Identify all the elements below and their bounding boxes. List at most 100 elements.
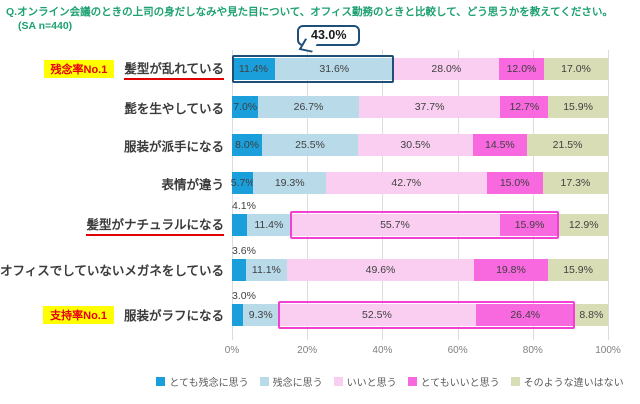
bar-segment (232, 213, 248, 236)
rank-badge-regret: 残念率No.1 (43, 60, 115, 78)
stacked-bar: 5.7% 19.3% 42.7% 15.0% 17.3% (230, 172, 608, 194)
segment-value-label: 5.7% (230, 177, 255, 189)
legend-label: いいと思う (346, 378, 397, 389)
bar-segment: 17.3% (542, 172, 608, 194)
chart-row-flashy-clothes: 服装が派手になる 8.0% 25.5% 30.5% 14.5% 21.5% (0, 126, 640, 164)
bar-segment: 25.5% (262, 134, 358, 156)
bar-segment: 15.9% (548, 258, 608, 281)
segment-value-label: 26.4% (510, 308, 541, 321)
segment-value-label: 8.8% (579, 308, 604, 321)
category-label: 表情が違う (161, 177, 224, 192)
legend-item: そのような違いはない (510, 374, 624, 389)
bar-segment: 15.9% (499, 213, 560, 236)
bar-segment: 12.0% (498, 58, 545, 80)
bar-segment: 11.1% (245, 258, 288, 281)
x-tick-80: 80% (522, 345, 543, 356)
stacked-bar: 8.0% 25.5% 30.5% 14.5% 21.5% (232, 134, 608, 156)
bar-segment (232, 258, 246, 281)
bar-segment: 30.5% (357, 134, 473, 156)
legend-label: そのような違いはない (523, 378, 624, 389)
x-tick-0: 0% (224, 345, 240, 356)
stacked-bar: 11.4% 55.7% 15.9% 12.9% (232, 210, 608, 239)
legend-swatch-icon (259, 377, 269, 386)
rank-badge-support: 支持率No.1 (43, 305, 114, 324)
segment-value-label: 30.5% (400, 139, 431, 151)
gridline-80 (532, 50, 534, 340)
legend-swatch-icon (407, 377, 417, 386)
row-label-cell: 残念率No.1 髪型が乱れている (0, 58, 232, 80)
bar-segment: 52.5% (278, 303, 476, 326)
plot-gridlines (232, 50, 609, 340)
bar-cell: 4.1% 11.4% 55.7% 15.9% 12.9% (232, 200, 608, 239)
legend-item: 残念に思う (259, 374, 323, 389)
category-label: 髪型がナチュラルになる (86, 214, 224, 236)
bar-segment: 5.7% (230, 172, 255, 194)
category-label: 髭を生やしている (124, 101, 224, 116)
bar-segment: 15.0% (486, 172, 543, 194)
outside-value-label: 4.1% (232, 199, 256, 212)
segment-value-label: 42.7% (391, 177, 422, 189)
legend-item: とても残念に思う (156, 374, 249, 389)
question-title: Q.オンライン会議のときの上司の身だしなみや見た目について、オフィス勤務のときと… (6, 6, 613, 18)
gridline-20 (307, 50, 309, 340)
bar-segment (232, 303, 244, 326)
chart-row-glasses: オフィスでしていないメガネをしている 3.6% 11.1% 49.6% 19.8… (0, 245, 640, 292)
segment-value-label: 12.7% (509, 101, 540, 113)
bar-segment: 21.5% (527, 134, 608, 156)
segment-value-label: 19.8% (496, 263, 526, 276)
legend-item: いいと思う (333, 374, 397, 389)
segment-value-label: 49.6% (365, 263, 396, 276)
bar-segment: 26.7% (258, 96, 359, 118)
segment-value-label: 15.9% (563, 263, 593, 276)
segment-value-label: 15.9% (514, 218, 545, 231)
bar-segment: 26.4% (475, 303, 575, 326)
x-axis: 0% 20% 40% 60% 80% 100% (225, 345, 621, 359)
outside-value-label: 3.0% (232, 289, 256, 302)
category-label: 服装が派手になる (123, 139, 224, 154)
gridline-60 (457, 50, 459, 340)
segment-value-label: 21.5% (552, 139, 583, 151)
segment-value-label: 7.0% (233, 101, 258, 113)
segment-value-label: 12.0% (506, 63, 537, 75)
bar-segment: 8.8% (574, 303, 608, 326)
chart-row-hairstyle-messy: 残念率No.1 髪型が乱れている 11.4% 31.6% 28.0% 12.0%… (0, 50, 640, 88)
bar-segment: 17.0% (544, 58, 608, 80)
x-tick-60: 60% (447, 345, 468, 356)
row-label-cell: オフィスでしていないメガネをしている (0, 260, 232, 279)
x-tick-20: 20% (297, 345, 318, 356)
segment-value-label: 11.4% (238, 63, 268, 75)
bar-segment: 31.6% (274, 58, 394, 80)
legend-swatch-icon (333, 377, 343, 386)
bar-cell: 7.0% 26.7% 37.7% 12.7% 15.9% (232, 96, 608, 118)
bar-cell: 3.0% 9.3% 52.5% 26.4% 8.8% (232, 290, 608, 329)
bar-segment: 14.5% (472, 134, 528, 156)
segment-value-label: 11.4% (254, 218, 284, 231)
title-block: Q.オンライン会議のときの上司の身だしなみや見た目について、オフィス勤務のときと… (0, 0, 640, 33)
row-label-cell: 服装が派手になる (0, 136, 232, 155)
bar-segment: 19.8% (473, 258, 549, 281)
bar-segment: 7.0% (232, 96, 259, 118)
legend-swatch-icon (510, 377, 520, 386)
segment-value-label: 12.9% (568, 218, 599, 231)
row-label-cell: 髭を生やしている (0, 98, 232, 117)
callout-value: 43.0% (311, 28, 347, 42)
gridline-0 (232, 50, 233, 340)
legend-swatch-icon (156, 377, 166, 386)
bar-segment: 11.4% (247, 213, 291, 236)
segment-value-label: 14.5% (484, 139, 515, 151)
bar-segment: 12.7% (500, 96, 549, 118)
chart-row-hairstyle-natural: 髪型がナチュラルになる 4.1% 11.4% 55.7% 15.9% 12.9% (0, 200, 640, 247)
stacked-bar: 11.1% 49.6% 19.8% 15.9% (232, 258, 608, 281)
bar-segment: 55.7% (290, 213, 500, 236)
chart-row-beard: 髭を生やしている 7.0% 26.7% 37.7% 12.7% 15.9% (0, 88, 640, 126)
bar-segment: 28.0% (393, 58, 499, 80)
row-label-cell: 表情が違う (0, 174, 232, 193)
segment-value-label: 17.3% (560, 177, 591, 189)
stacked-bar: 7.0% 26.7% 37.7% 12.7% 15.9% (232, 96, 608, 118)
segment-value-label: 8.0% (235, 139, 259, 151)
bar-segment: 9.3% (243, 303, 279, 326)
category-label: オフィスでしていないメガネをしている (0, 264, 224, 278)
bar-segment: 8.0% (232, 134, 263, 156)
row-label-cell: 髪型がナチュラルになる (0, 214, 232, 236)
